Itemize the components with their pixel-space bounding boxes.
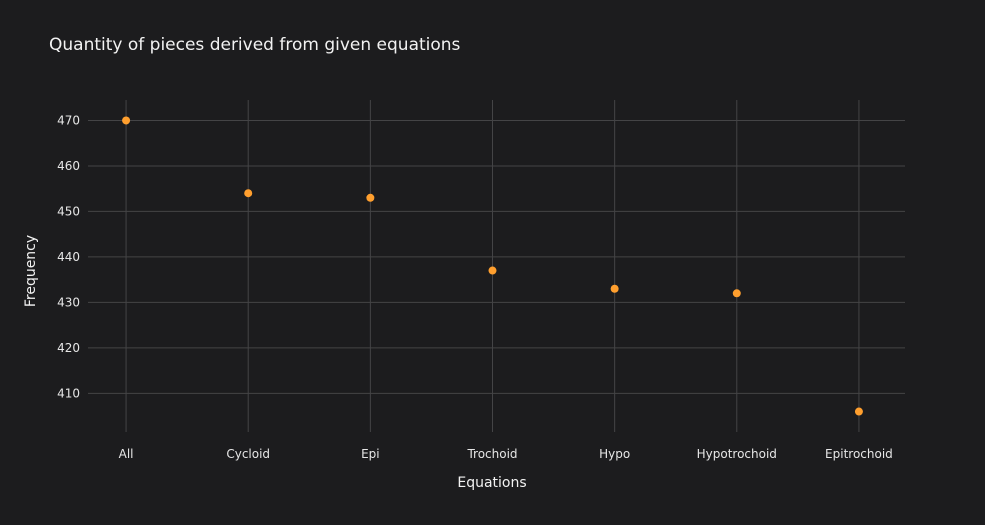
y-tick-label: 440 (57, 250, 80, 264)
data-point[interactable] (732, 289, 741, 298)
data-point[interactable] (366, 193, 375, 202)
data-point[interactable] (854, 407, 863, 416)
data-point[interactable] (488, 266, 497, 275)
x-tick-labels: All Cycloid Epi Trochoid Hypo Hypotrochoid Epi… (119, 447, 893, 461)
y-tick-label: 470 (57, 113, 80, 127)
chart-title: Quantity of pieces derived from given eq… (49, 35, 461, 55)
x-tick-label: Hypo (599, 447, 630, 461)
x-tick-label: Epitrochoid (825, 447, 893, 461)
data-point[interactable] (122, 116, 131, 125)
grid-lines (88, 100, 905, 432)
y-tick-label: 430 (57, 295, 80, 309)
data-point[interactable] (244, 189, 253, 198)
data-points (122, 116, 863, 416)
y-tick-labels: 410 420 430 440 450 460 470 (57, 113, 80, 400)
x-tick-label: All (119, 447, 134, 461)
x-tick-label: Epi (361, 447, 380, 461)
y-tick-label: 450 (57, 204, 80, 218)
x-tick-label: Trochoid (466, 447, 517, 461)
data-point[interactable] (610, 284, 619, 293)
x-tick-label: Cycloid (226, 447, 270, 461)
y-tick-label: 420 (57, 341, 80, 355)
y-axis-title: Frequency (23, 235, 39, 307)
x-axis-title: Equations (457, 475, 526, 491)
y-tick-label: 410 (57, 386, 80, 400)
y-tick-label: 460 (57, 159, 80, 173)
x-tick-label: Hypotrochoid (697, 447, 777, 461)
